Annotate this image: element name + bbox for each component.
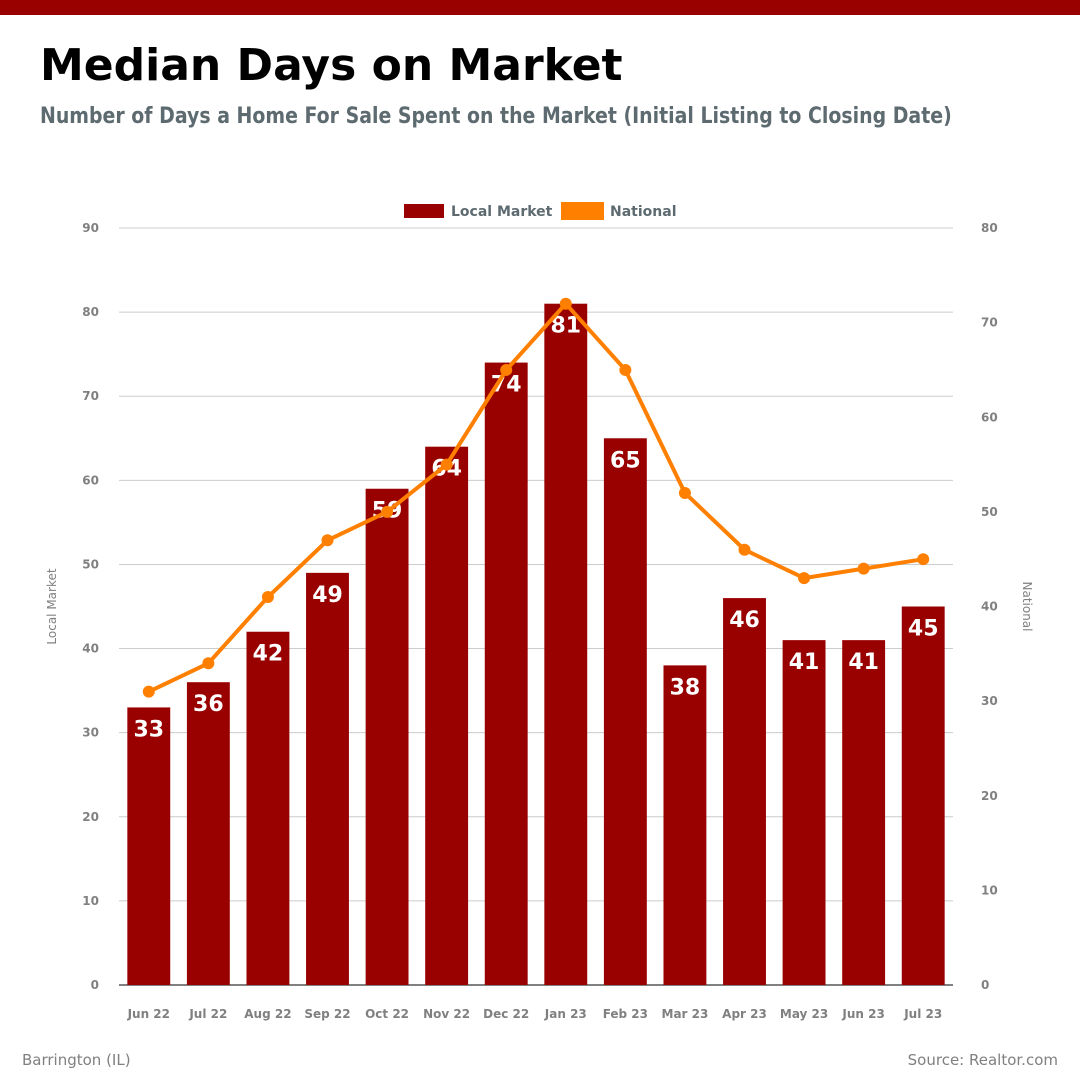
legend-swatch-national xyxy=(561,202,604,220)
bar-local-market xyxy=(544,303,588,985)
bar-value-label: 49 xyxy=(312,583,343,608)
location-label: Barrington (IL) xyxy=(22,1051,131,1069)
bar-local-market xyxy=(365,488,409,985)
legend-swatch-local-market xyxy=(404,204,444,218)
left-axis-tick-label: 30 xyxy=(82,726,99,740)
left-axis-tick-label: 50 xyxy=(82,557,99,571)
bar-local-market xyxy=(484,362,528,985)
x-axis-tick-label: Aug 22 xyxy=(244,1007,291,1021)
x-axis-tick-label: Oct 22 xyxy=(365,1007,409,1021)
bar-local-market xyxy=(186,682,230,985)
right-axis-title: National xyxy=(1020,581,1034,631)
bar-local-market xyxy=(246,631,290,985)
x-axis-tick-label: Apr 23 xyxy=(722,1007,767,1021)
bar-local-market xyxy=(782,640,826,985)
right-axis-tick-label: 30 xyxy=(981,694,998,708)
national-point xyxy=(619,363,632,376)
x-axis-tick-label: Sep 22 xyxy=(304,1007,350,1021)
bar-value-label: 41 xyxy=(848,650,879,675)
left-axis-tick-label: 90 xyxy=(82,221,99,235)
right-axis-tick-label: 50 xyxy=(981,505,998,519)
national-point xyxy=(678,486,691,499)
bar-local-market xyxy=(603,438,647,985)
top-accent-bar xyxy=(0,0,1080,15)
bar-value-label: 33 xyxy=(133,717,164,742)
right-axis-tick-label: 60 xyxy=(981,410,998,424)
bar-local-market xyxy=(723,598,766,985)
legend-label-national: National xyxy=(610,204,677,220)
national-point xyxy=(857,562,870,575)
national-point xyxy=(261,591,274,604)
left-axis-tick-label: 20 xyxy=(82,810,99,824)
left-axis-tick-label: 70 xyxy=(82,389,99,403)
left-axis-tick-label: 80 xyxy=(82,305,99,319)
right-axis-tick-label: 40 xyxy=(981,600,998,614)
bar-value-label: 65 xyxy=(610,448,641,473)
left-axis-tick-label: 0 xyxy=(91,978,99,992)
x-axis-tick-label: Mar 23 xyxy=(662,1007,709,1021)
x-axis-tick-label: Nov 22 xyxy=(423,1007,470,1021)
right-axis-tick-label: 70 xyxy=(981,316,998,330)
x-axis-tick-label: Jul 23 xyxy=(903,1007,942,1021)
left-axis-tick-label: 60 xyxy=(82,473,99,487)
bar-value-label: 38 xyxy=(670,675,701,700)
bar-local-market xyxy=(663,665,707,985)
national-point xyxy=(917,553,930,566)
bar-local-market xyxy=(306,572,349,985)
page-subtitle: Number of Days a Home For Sale Spent on … xyxy=(40,104,952,129)
national-point xyxy=(738,543,751,556)
left-axis-tick-label: 10 xyxy=(82,894,99,908)
bar-value-label: 46 xyxy=(729,608,760,633)
bar-value-label: 45 xyxy=(908,617,939,642)
x-axis-tick-label: Jan 23 xyxy=(544,1007,587,1021)
national-point xyxy=(559,297,572,310)
bar-local-market xyxy=(901,606,945,985)
x-axis-tick-label: Jul 22 xyxy=(188,1007,227,1021)
bar-local-market xyxy=(842,640,886,985)
national-point xyxy=(321,534,334,547)
x-axis-tick-label: Dec 22 xyxy=(483,1007,529,1021)
median-days-chart: 0 10 20 30 40 50 60 70 80 90 0 10 20 30 40 50 60 70 80 Loca… xyxy=(45,202,1034,1021)
bar-value-label: 36 xyxy=(193,692,224,717)
right-axis-tick-label: 80 xyxy=(981,221,998,235)
bar-value-label: 42 xyxy=(253,642,284,667)
right-axis-tick-label: 0 xyxy=(981,978,989,992)
x-axis-tick-label: Feb 23 xyxy=(603,1007,648,1021)
x-axis-tick-label: Jun 22 xyxy=(127,1007,170,1021)
left-axis-tick-label: 40 xyxy=(82,642,99,656)
legend-label-local-market: Local Market xyxy=(451,204,553,220)
national-line xyxy=(147,301,924,694)
national-point xyxy=(500,363,513,376)
bar-value-label: 41 xyxy=(789,650,820,675)
right-axis-tick-label: 10 xyxy=(981,883,998,897)
x-axis-tick-label: Jun 23 xyxy=(841,1007,884,1021)
national-point xyxy=(202,657,215,670)
x-axis-tick-label: May 23 xyxy=(780,1007,828,1021)
national-point xyxy=(142,685,155,698)
left-axis-title: Local Market xyxy=(45,568,59,644)
national-point xyxy=(381,505,394,518)
source-label: Source: Realtor.com xyxy=(907,1051,1058,1069)
national-point xyxy=(798,572,811,585)
bar-local-market xyxy=(425,446,469,985)
bar-local-market xyxy=(127,707,171,985)
right-axis-tick-label: 20 xyxy=(981,789,998,803)
page-title: Median Days on Market xyxy=(40,40,623,91)
national-point xyxy=(440,458,453,471)
